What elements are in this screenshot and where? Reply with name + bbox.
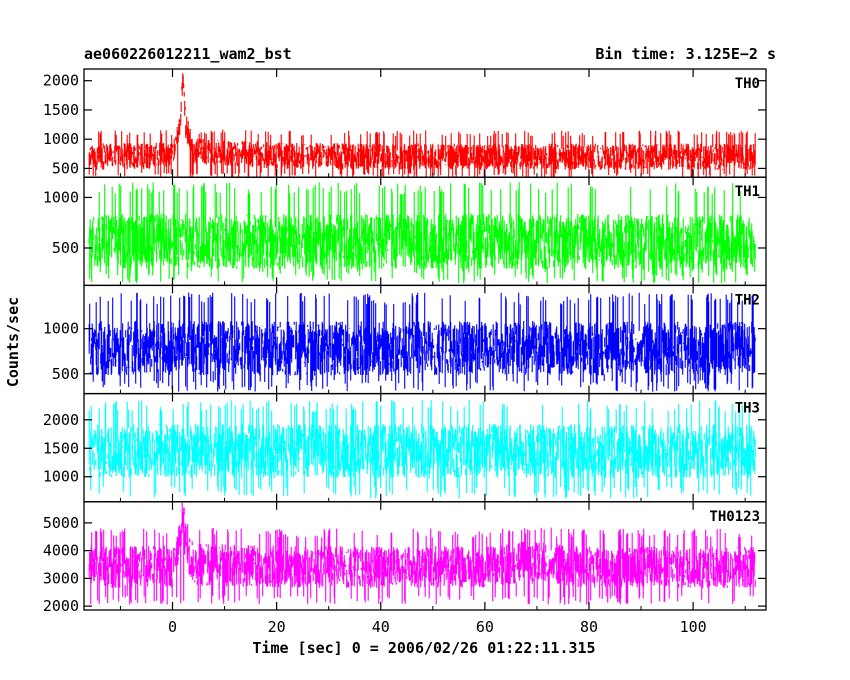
series-TH1 [88,182,756,284]
x-tick-label: 60 [476,618,494,636]
series-TH0123 [88,502,756,605]
y-tick-label-TH3: 1500 [43,439,79,457]
y-tick-label-TH1: 500 [52,239,79,257]
y-tick-label-TH2: 500 [52,365,79,383]
y-tick-label-TH0: 500 [52,159,79,177]
y-axis-title: Counts/sec [4,297,22,387]
file-name-title: ae060226012211_wam2_bst [84,45,292,63]
panel-label-TH2: TH2 [735,292,760,308]
y-tick-label-TH0123: 2000 [43,597,79,615]
y-tick-label-TH0: 2000 [43,72,79,90]
y-tick-label-TH0123: 3000 [43,569,79,587]
panel-label-TH0: TH0 [735,76,760,92]
x-axis-title: Time [sec] 0 = 2006/02/26 01:22:11.315 [252,639,595,657]
y-tick-label-TH0123: 4000 [43,542,79,560]
bin-time-label: Bin time: 3.125E−2 s [595,45,776,63]
y-tick-label-TH0: 1500 [43,101,79,119]
series-TH2 [88,292,756,392]
y-tick-label-TH1: 1000 [43,188,79,206]
y-tick-label-TH0: 1000 [43,130,79,148]
x-tick-label: 40 [372,618,390,636]
x-tick-label: 80 [580,618,598,636]
panel-frame-TH0123 [83,501,767,611]
panel-label-TH0123: TH0123 [709,509,760,525]
series-TH3 [88,399,756,499]
y-tick-label-TH3: 1000 [43,468,79,486]
y-tick-label-TH0123: 5000 [43,514,79,532]
x-tick-label: 20 [268,618,286,636]
y-tick-label-TH3: 2000 [43,411,79,429]
x-tick-label: 100 [680,618,707,636]
y-tick-label-TH2: 1000 [43,320,79,338]
series-TH0 [88,73,756,178]
x-tick-label: 0 [168,618,177,636]
panel-label-TH3: TH3 [735,401,760,417]
panel-label-TH1: TH1 [735,184,760,200]
